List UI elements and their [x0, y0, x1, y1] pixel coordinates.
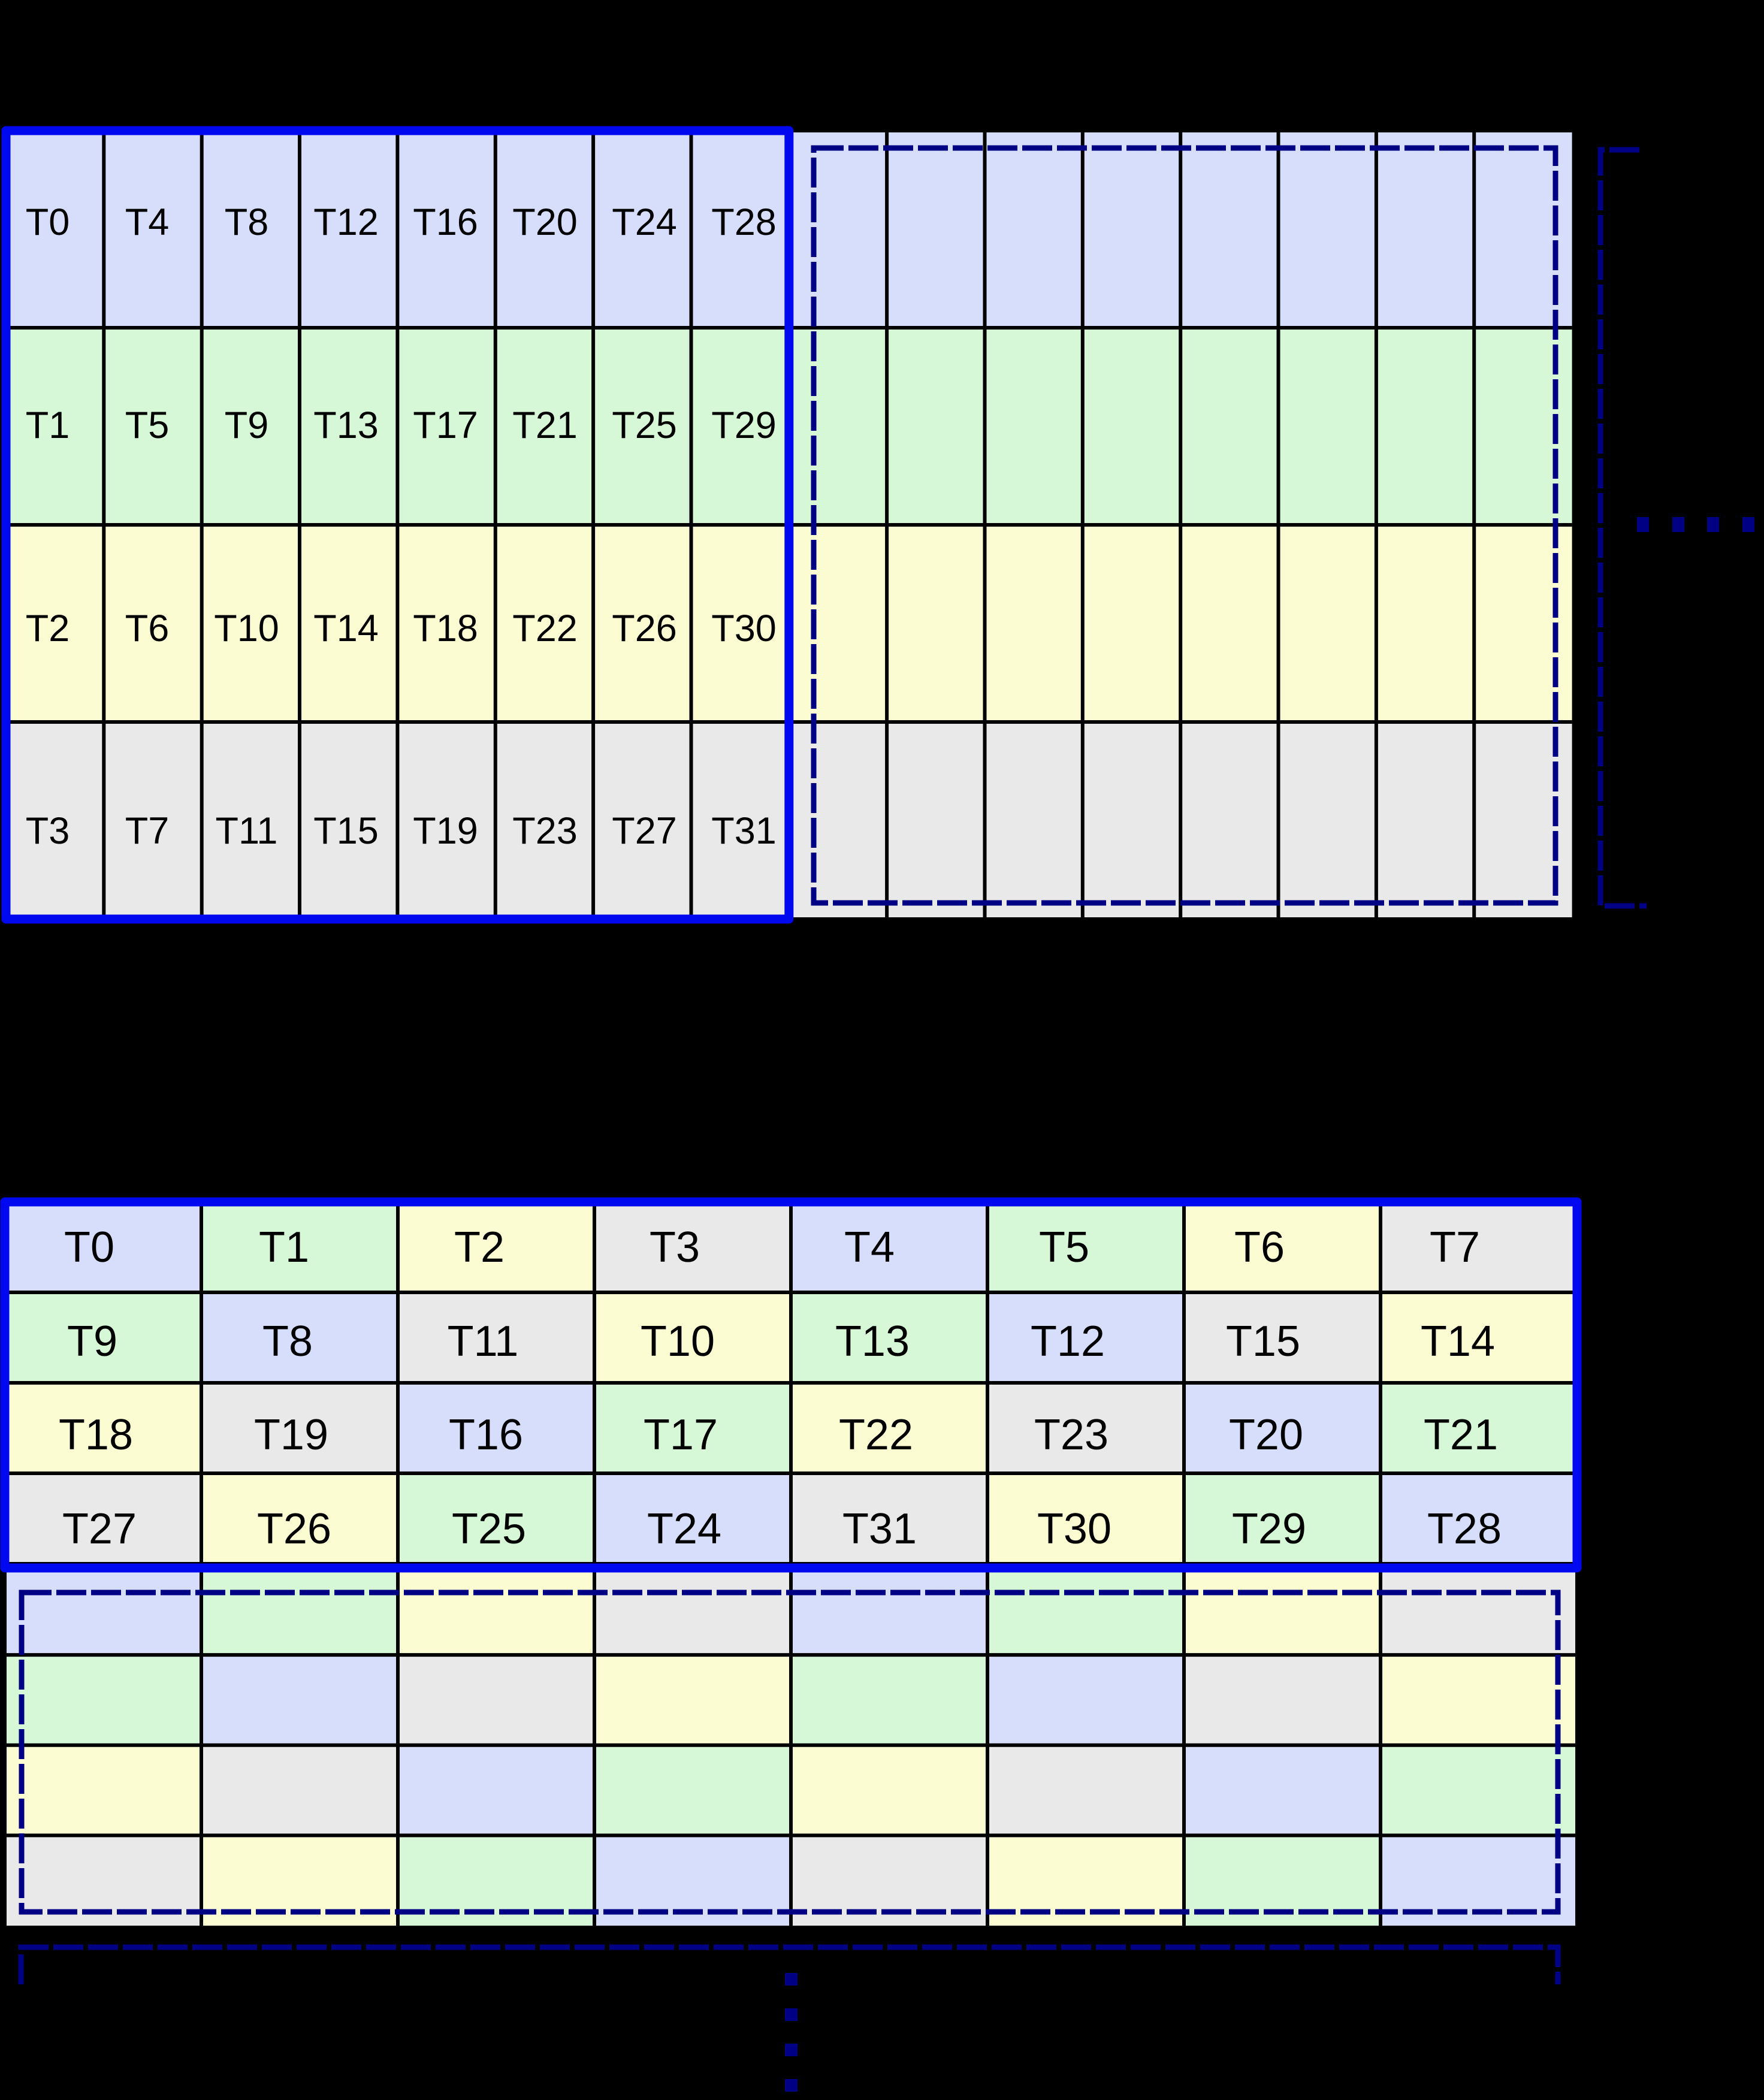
svg-text:T28: T28	[711, 201, 777, 243]
svg-text:T18: T18	[59, 1411, 133, 1459]
svg-text:T2: T2	[26, 608, 70, 649]
svg-text:T23: T23	[1034, 1411, 1108, 1459]
svg-text:T8: T8	[262, 1318, 313, 1365]
svg-text:T13: T13	[313, 404, 379, 446]
svg-text:T17: T17	[413, 404, 478, 446]
svg-text:T20: T20	[1229, 1411, 1303, 1459]
svg-text:T21: T21	[1424, 1411, 1498, 1459]
svg-text:T31: T31	[842, 1505, 917, 1553]
svg-text:T26: T26	[257, 1505, 331, 1553]
svg-text:T19: T19	[254, 1411, 328, 1459]
svg-text:T15: T15	[313, 810, 379, 852]
svg-text:T11: T11	[448, 1318, 519, 1365]
svg-text:T24: T24	[647, 1505, 721, 1553]
svg-text:T9: T9	[225, 404, 269, 446]
svg-text:T0: T0	[26, 201, 70, 243]
svg-text:T16: T16	[413, 201, 478, 243]
svg-text:T23: T23	[512, 810, 578, 852]
svg-text:T24: T24	[612, 201, 677, 243]
svg-text:T8: T8	[225, 201, 269, 243]
svg-text:T1: T1	[259, 1223, 309, 1271]
svg-text:T3: T3	[26, 810, 70, 852]
svg-text:T2: T2	[454, 1223, 505, 1271]
svg-text:T11: T11	[216, 810, 278, 852]
svg-text:T30: T30	[1037, 1505, 1111, 1553]
svg-text:T27: T27	[612, 810, 677, 852]
svg-text:T12: T12	[313, 201, 379, 243]
svg-text:T14: T14	[313, 608, 379, 649]
svg-text:T27: T27	[62, 1505, 137, 1553]
svg-text:T7: T7	[125, 810, 170, 852]
svg-text:T4: T4	[125, 201, 170, 243]
svg-text:T29: T29	[1232, 1505, 1306, 1553]
svg-text:T31: T31	[711, 810, 777, 852]
svg-text:T19: T19	[413, 810, 478, 852]
svg-text:T0: T0	[64, 1223, 114, 1271]
svg-text:T26: T26	[612, 608, 677, 649]
svg-text:T17: T17	[644, 1411, 718, 1459]
svg-text:T15: T15	[1226, 1318, 1300, 1365]
svg-text:T20: T20	[512, 201, 578, 243]
svg-text:T21: T21	[512, 404, 578, 446]
svg-text:T3: T3	[650, 1223, 700, 1271]
svg-text:T9: T9	[67, 1318, 117, 1365]
svg-text:T10: T10	[214, 608, 279, 649]
svg-text:T25: T25	[452, 1505, 526, 1553]
svg-text:T4: T4	[844, 1223, 895, 1271]
svg-text:T1: T1	[26, 404, 70, 446]
svg-text:T5: T5	[1039, 1223, 1089, 1271]
svg-text:T7: T7	[1430, 1223, 1480, 1271]
svg-text:T16: T16	[449, 1411, 523, 1459]
svg-text:T10: T10	[641, 1318, 715, 1365]
svg-text:T6: T6	[125, 608, 170, 649]
svg-text:T29: T29	[711, 404, 777, 446]
svg-text:T13: T13	[835, 1318, 910, 1365]
svg-text:T22: T22	[512, 608, 578, 649]
svg-text:T18: T18	[413, 608, 478, 649]
svg-text:T22: T22	[839, 1411, 913, 1459]
svg-text:T25: T25	[612, 404, 677, 446]
svg-text:T14: T14	[1421, 1318, 1495, 1365]
svg-text:T5: T5	[125, 404, 170, 446]
svg-text:T28: T28	[1427, 1505, 1502, 1553]
svg-text:T30: T30	[711, 608, 777, 649]
svg-text:T6: T6	[1234, 1223, 1285, 1271]
svg-text:T12: T12	[1031, 1318, 1105, 1365]
